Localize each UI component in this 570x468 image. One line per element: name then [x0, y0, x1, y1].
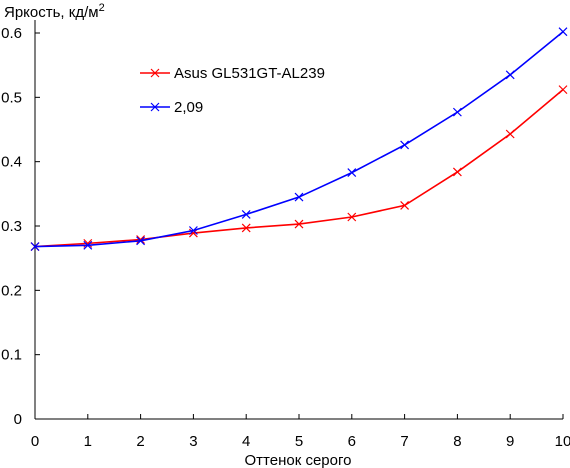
series-1-point-marker [294, 219, 304, 229]
legend-label: Asus GL531GT-AL239 [174, 65, 325, 82]
series-2-point-marker [241, 209, 251, 219]
x-axis-label: Оттенок серого [245, 452, 352, 468]
series-1-point-marker [241, 223, 251, 233]
series-1-point-marker [505, 129, 515, 139]
x-tick-label: 9 [506, 433, 514, 450]
y-tick-label: 0.3 [1, 218, 22, 235]
series-1-point-marker [400, 200, 410, 210]
series-1-point-marker [452, 167, 462, 177]
x-tick-label: 2 [136, 433, 144, 450]
series-2-point-marker [188, 226, 198, 235]
y-tick-label: 0.1 [1, 347, 22, 364]
series-2-point-marker [452, 107, 462, 117]
series-2-point-marker [136, 236, 146, 246]
x-tick-label: 1 [84, 433, 92, 450]
x-tick-label: 0 [31, 433, 39, 450]
y-axis-ticks: 0 0.1 0.2 0.3 0.4 0.5 0.6 [1, 25, 40, 428]
series-2-point-marker [505, 70, 515, 80]
series-1-point-marker [136, 235, 146, 244]
x-tick-label: 5 [295, 433, 303, 450]
x-tick-label: 6 [348, 433, 356, 450]
y-axis-label: Яркость, кд/м2 [4, 2, 105, 21]
x-tick-label: 4 [242, 433, 250, 450]
x-tick-label: 10 [555, 433, 570, 450]
series-1-point-marker [558, 85, 568, 95]
y-tick-label: 0.6 [1, 25, 22, 42]
series-layer [30, 27, 568, 252]
series-1-point-marker [347, 212, 357, 222]
series-2-point-marker [400, 140, 410, 150]
y-tick-label: 0 [14, 411, 22, 428]
series-2-point-marker [294, 192, 304, 202]
x-tick-label: 8 [453, 433, 461, 450]
x-tick-label: 7 [400, 433, 408, 450]
y-tick-label: 0.5 [1, 89, 22, 106]
series-2-point-marker [558, 27, 568, 37]
y-axis-label-superscript: 2 [99, 2, 105, 14]
x-tick-label: 3 [189, 433, 197, 450]
legend: Asus GL531GT-AL239 2,09 [140, 65, 325, 116]
x-axis-ticks: 0 1 2 3 4 5 6 7 8 9 10 [31, 414, 570, 450]
series-2-point-marker [83, 240, 93, 250]
legend-label: 2,09 [174, 99, 203, 116]
y-tick-label: 0.2 [1, 282, 22, 299]
series-2-point-marker [30, 242, 40, 252]
y-tick-label: 0.4 [1, 154, 22, 171]
series-line-2 [34, 31, 564, 248]
legend-marker-icon [150, 102, 160, 112]
legend-marker-icon [150, 68, 160, 78]
series-2-point-marker [347, 168, 357, 178]
series-line-1 [34, 89, 564, 248]
